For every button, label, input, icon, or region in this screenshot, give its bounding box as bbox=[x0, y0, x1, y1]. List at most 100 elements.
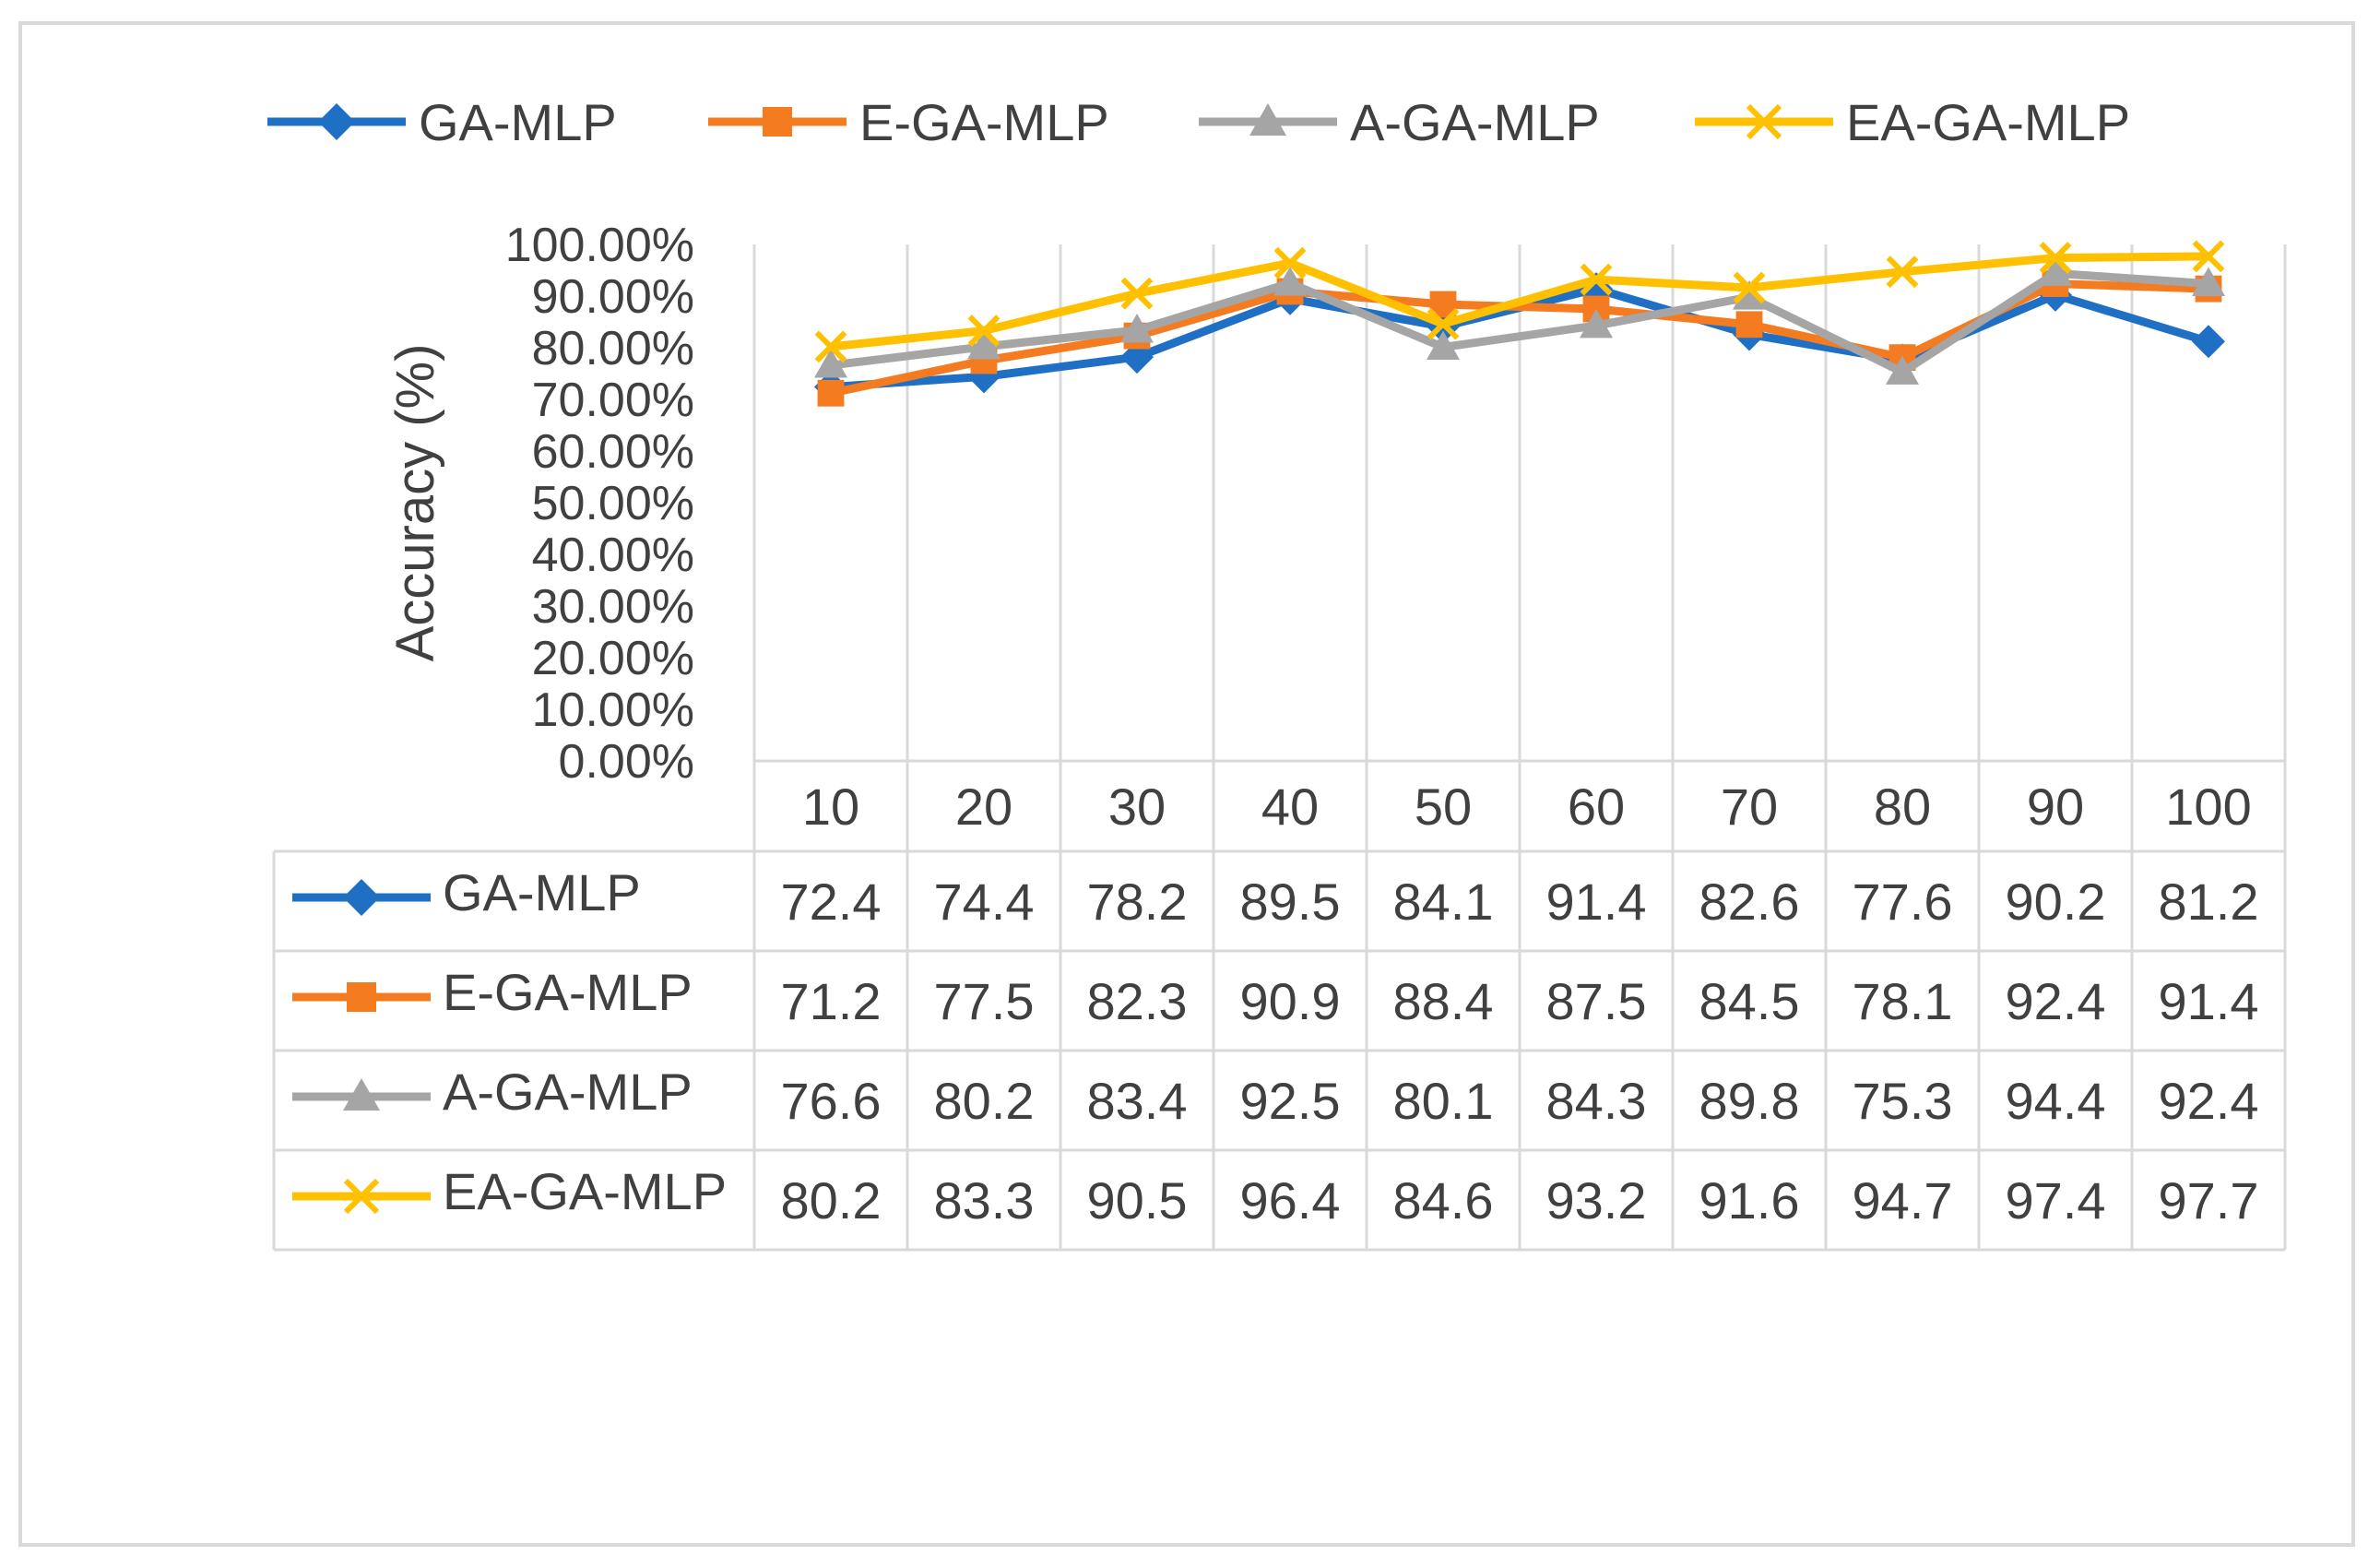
y-tick-label: 0.00% bbox=[559, 735, 694, 789]
table-cell: 89.8 bbox=[1699, 1072, 1800, 1130]
data-point bbox=[2039, 242, 2072, 274]
y-axis: 0.00%10.00%20.00%30.00%40.00%50.00%60.00… bbox=[505, 219, 694, 789]
table-cell: 78.2 bbox=[1087, 873, 1188, 931]
table-cell: 76.6 bbox=[781, 1072, 882, 1130]
table-legend-marker bbox=[343, 879, 380, 916]
table-series-label: GA-MLP bbox=[443, 863, 641, 921]
x-tick-label: 30 bbox=[1108, 778, 1166, 836]
table-cell: 90.2 bbox=[2006, 873, 2106, 931]
series-ea-ga-mlp bbox=[814, 240, 2225, 363]
data-point bbox=[1733, 280, 1766, 310]
table-cell: 72.4 bbox=[781, 873, 882, 931]
table-cell: 71.2 bbox=[781, 972, 882, 1030]
table-cell: 94.7 bbox=[1853, 1171, 1953, 1229]
table-cell: 82.3 bbox=[1087, 972, 1188, 1030]
data-point bbox=[1273, 246, 1307, 279]
data-point bbox=[814, 349, 847, 378]
table-legend-marker bbox=[347, 982, 376, 1012]
legend-item-a-ga-mlp: A-GA-MLP bbox=[1199, 93, 1600, 151]
data-point bbox=[1427, 307, 1460, 340]
table-series-label: EA-GA-MLP bbox=[443, 1162, 727, 1220]
table-cell: 92.4 bbox=[2006, 972, 2106, 1030]
table-cell: 77.6 bbox=[1853, 873, 1953, 931]
legend-marker bbox=[763, 107, 792, 137]
table-cell: 92.5 bbox=[1240, 1072, 1341, 1130]
table-cell: 87.5 bbox=[1546, 972, 1647, 1030]
table-series-label: E-GA-MLP bbox=[443, 963, 693, 1021]
y-tick-label: 40.00% bbox=[532, 529, 694, 582]
x-tick-label: 80 bbox=[1874, 778, 1931, 836]
table-cell: 89.5 bbox=[1240, 873, 1341, 931]
y-tick-label: 80.00% bbox=[532, 322, 694, 375]
table-series-label: A-GA-MLP bbox=[443, 1063, 693, 1121]
data-point-stroke-b bbox=[2192, 240, 2225, 273]
data-point bbox=[1886, 355, 1919, 385]
x-tick-label: 90 bbox=[2027, 778, 2084, 836]
data-point-stroke-b bbox=[1733, 271, 1766, 304]
table-cell: 84.6 bbox=[1393, 1171, 1494, 1229]
series-line bbox=[830, 268, 2209, 376]
table-cell: 77.5 bbox=[934, 972, 1035, 1030]
plot-grid bbox=[752, 244, 2287, 1250]
data-point bbox=[1733, 271, 1766, 304]
y-tick-label: 30.00% bbox=[532, 580, 694, 634]
table-cell: 94.4 bbox=[2006, 1072, 2106, 1130]
data-point bbox=[814, 330, 847, 363]
data-point bbox=[2039, 256, 2072, 286]
data-point bbox=[2192, 267, 2225, 297]
legend-marker-stroke-b bbox=[1746, 103, 1782, 140]
data-point bbox=[1580, 308, 1613, 339]
table-cell: 93.2 bbox=[1546, 1171, 1647, 1229]
data-point-stroke-b bbox=[1886, 255, 1919, 289]
table-cell: 84.1 bbox=[1393, 873, 1494, 931]
data-point bbox=[1580, 263, 1613, 296]
table-cell: 92.4 bbox=[2159, 1072, 2259, 1130]
y-tick-label: 50.00% bbox=[532, 477, 694, 530]
x-tick-label: 100 bbox=[2165, 778, 2251, 836]
table-cell: 80.1 bbox=[1393, 1072, 1494, 1130]
table-cell: 81.2 bbox=[2159, 873, 2259, 931]
table-cell: 88.4 bbox=[1393, 972, 1494, 1030]
data-point bbox=[1735, 311, 1763, 339]
table-cell: 78.1 bbox=[1853, 972, 1953, 1030]
table-cell: 90.5 bbox=[1087, 1171, 1188, 1229]
legend-label: GA-MLP bbox=[419, 93, 617, 151]
legend: GA-MLP E-GA-MLP A-GA-MLP EA-GA-MLP bbox=[267, 93, 2130, 151]
legend-item-e-ga-mlp: E-GA-MLP bbox=[708, 93, 1109, 151]
data-point-stroke-b bbox=[1120, 277, 1154, 310]
chart-border bbox=[18, 21, 2355, 1547]
data-point-stroke-b bbox=[1580, 263, 1613, 296]
legend-label: A-GA-MLP bbox=[1350, 93, 1600, 151]
table-cell: 83.4 bbox=[1087, 1072, 1188, 1130]
data-point bbox=[1273, 267, 1307, 296]
data-point bbox=[967, 315, 1001, 347]
data-point bbox=[1120, 277, 1154, 310]
legend-marker bbox=[1249, 103, 1286, 136]
series-lines bbox=[814, 240, 2225, 407]
legend-marker bbox=[318, 103, 355, 140]
x-tick-label: 10 bbox=[802, 778, 859, 836]
y-tick-label: 60.00% bbox=[532, 425, 694, 479]
table-legend-marker bbox=[343, 1078, 380, 1111]
table-legend-marker bbox=[343, 1178, 380, 1215]
y-tick-label: 20.00% bbox=[532, 632, 694, 685]
series-a-ga-mlp bbox=[814, 256, 2225, 385]
table-cell: 80.2 bbox=[934, 1072, 1035, 1130]
data-point bbox=[1886, 255, 1919, 289]
legend-item-ga-mlp: GA-MLP bbox=[267, 93, 617, 151]
data-point bbox=[817, 379, 845, 407]
data-point bbox=[1427, 330, 1460, 360]
y-axis-title: Accuracy (%) bbox=[385, 344, 445, 662]
table-cell: 75.3 bbox=[1853, 1072, 1953, 1130]
data-point-stroke-b bbox=[814, 330, 847, 363]
x-tick-label: 60 bbox=[1568, 778, 1625, 836]
y-tick-label: 100.00% bbox=[505, 219, 694, 272]
x-tick-label: 70 bbox=[1721, 778, 1778, 836]
series-line bbox=[830, 252, 2209, 351]
x-tick-label: 50 bbox=[1415, 778, 1472, 836]
y-tick-label: 90.00% bbox=[532, 270, 694, 324]
data-point-stroke-b bbox=[1273, 246, 1307, 279]
table-cell: 74.4 bbox=[934, 873, 1035, 931]
y-tick-label: 10.00% bbox=[532, 683, 694, 737]
table-cell: 84.5 bbox=[1699, 972, 1800, 1030]
